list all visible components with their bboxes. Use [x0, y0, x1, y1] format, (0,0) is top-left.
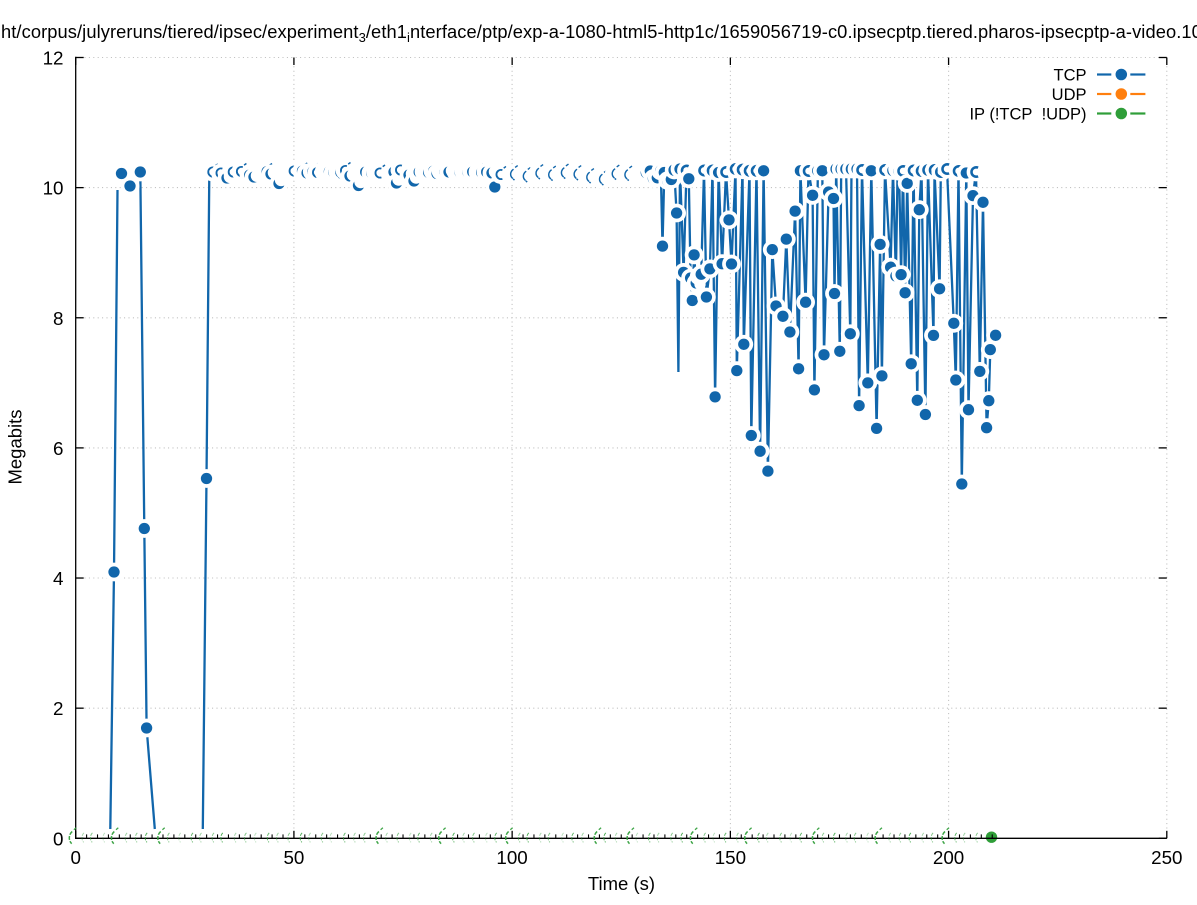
svg-text:ht/corpus/julyreruns/tiered/ip: ht/corpus/julyreruns/tiered/ipsec/experi…	[1, 21, 1197, 45]
svg-text:8: 8	[53, 308, 63, 329]
svg-text:4: 4	[53, 568, 63, 589]
svg-text:UDP: UDP	[1052, 86, 1087, 104]
svg-text:12: 12	[43, 48, 64, 69]
svg-text:200: 200	[933, 847, 964, 868]
svg-text:TCP: TCP	[1054, 66, 1087, 84]
svg-text:0: 0	[53, 828, 63, 849]
svg-text:Megabits: Megabits	[5, 409, 26, 484]
svg-text:50: 50	[283, 847, 304, 868]
svg-text:Time (s): Time (s)	[588, 873, 655, 894]
svg-text:2: 2	[53, 698, 63, 719]
svg-text:150: 150	[715, 847, 746, 868]
svg-text:250: 250	[1151, 847, 1182, 868]
svg-text:6: 6	[53, 438, 63, 459]
svg-text:10: 10	[43, 178, 64, 199]
svg-text:IP (!TCP !UDP): IP (!TCP !UDP)	[969, 105, 1086, 123]
svg-text:100: 100	[496, 847, 527, 868]
svg-text:0: 0	[70, 847, 80, 868]
